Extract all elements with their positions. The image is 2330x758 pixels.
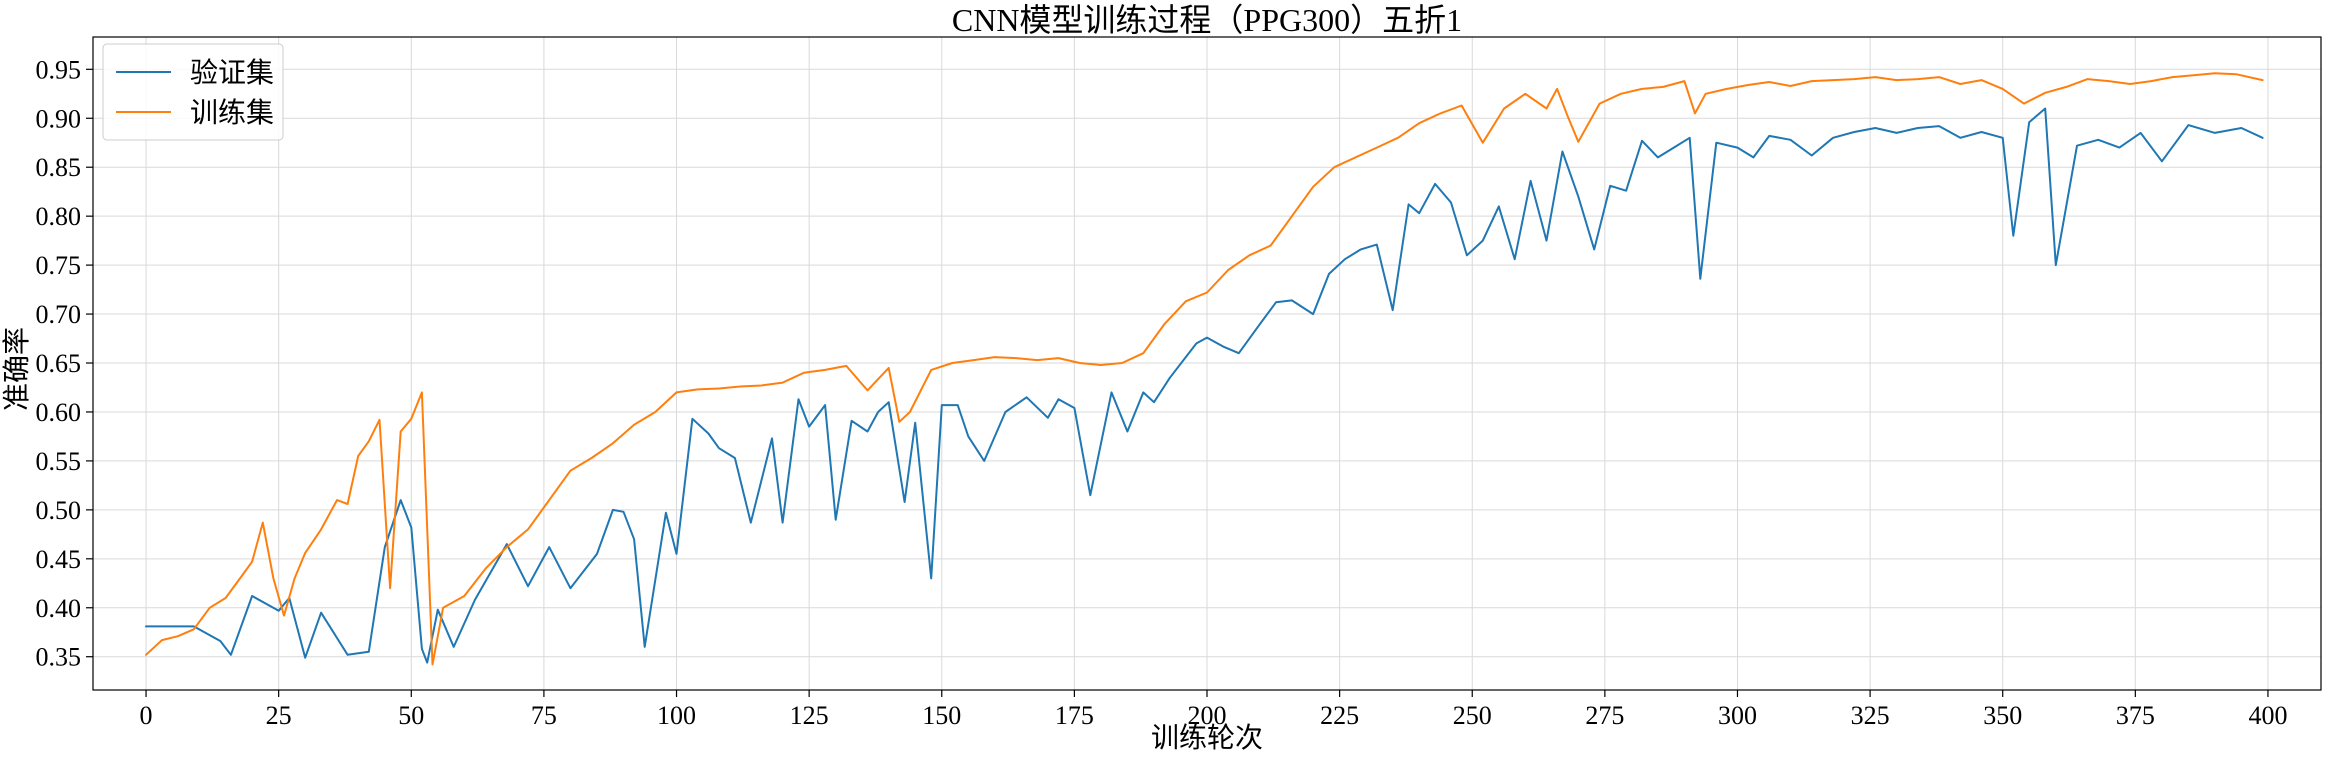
x-tick-label: 350 bbox=[1983, 701, 2022, 730]
x-tick-label: 25 bbox=[266, 701, 292, 730]
x-tick-label: 100 bbox=[657, 701, 696, 730]
y-tick-label: 0.45 bbox=[36, 545, 82, 574]
x-tick-label: 200 bbox=[1188, 701, 1227, 730]
y-tick-label: 0.85 bbox=[36, 153, 82, 182]
legend-label: 训练集 bbox=[190, 96, 274, 129]
y-tick-label: 0.95 bbox=[36, 55, 82, 84]
y-tick-label: 0.70 bbox=[36, 300, 82, 329]
y-axis: 0.35 0.40 0.45 0.50 0.55 0.60 0.65 0.70 0.75 0.80… bbox=[36, 55, 93, 672]
x-tick-label: 0 bbox=[140, 701, 153, 730]
x-tick-label: 250 bbox=[1453, 701, 1492, 730]
y-tick-label: 0.90 bbox=[36, 104, 82, 133]
x-tick-label: 50 bbox=[398, 701, 424, 730]
x-tick-label: 275 bbox=[1585, 701, 1624, 730]
x-tick-label: 400 bbox=[2248, 701, 2287, 730]
y-tick-label: 0.60 bbox=[36, 398, 82, 427]
x-tick-label: 125 bbox=[790, 701, 829, 730]
y-tick-label: 0.80 bbox=[36, 202, 82, 231]
series-layer bbox=[145, 72, 2264, 666]
y-tick-label: 0.40 bbox=[36, 594, 82, 623]
x-tick-label: 375 bbox=[2116, 701, 2155, 730]
legend-label: 验证集 bbox=[190, 56, 274, 89]
x-tick-label: 325 bbox=[1851, 701, 1890, 730]
x-tick-label: 150 bbox=[922, 701, 961, 730]
x-tick-label: 175 bbox=[1055, 701, 1094, 730]
y-axis-label: 准确率 bbox=[0, 327, 33, 411]
series-line-2 bbox=[145, 72, 2264, 666]
y-tick-label: 0.50 bbox=[36, 496, 82, 525]
series-line-1 bbox=[145, 107, 2264, 664]
x-axis: 0 25 50 75 100 125 150 175 200 225 250 275 300 325 350… bbox=[140, 690, 2287, 730]
y-tick-label: 0.55 bbox=[36, 447, 82, 476]
x-axis-label: 训练轮次 bbox=[1151, 721, 1263, 754]
y-tick-label: 0.35 bbox=[36, 643, 82, 672]
y-tick-label: 0.65 bbox=[36, 349, 82, 378]
y-tick-label: 0.75 bbox=[36, 251, 82, 280]
x-tick-label: 300 bbox=[1718, 701, 1757, 730]
grid bbox=[93, 37, 2321, 690]
x-tick-label: 75 bbox=[531, 701, 557, 730]
x-tick-label: 225 bbox=[1320, 701, 1359, 730]
chart-title: CNN模型训练过程（PPG300）五折1 bbox=[952, 2, 1462, 38]
legend-box bbox=[102, 43, 284, 141]
